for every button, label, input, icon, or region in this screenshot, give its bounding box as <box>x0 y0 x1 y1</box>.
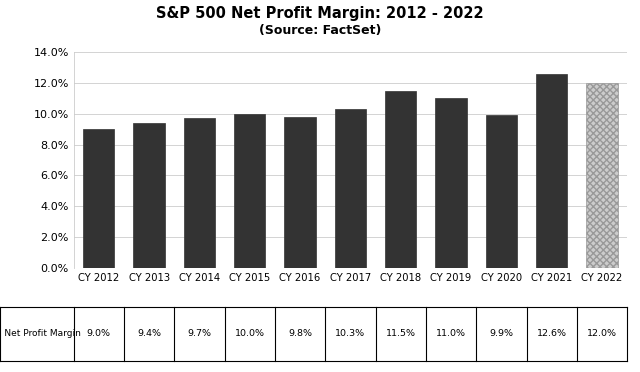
Text: 12.0%: 12.0% <box>587 329 617 339</box>
Text: (Source: FactSet): (Source: FactSet) <box>259 24 381 37</box>
Text: 9.9%: 9.9% <box>490 329 513 339</box>
Text: S&P 500 Net Profit Margin: 2012 - 2022: S&P 500 Net Profit Margin: 2012 - 2022 <box>156 6 484 20</box>
Text: 11.0%: 11.0% <box>436 329 466 339</box>
Bar <box>435 98 467 268</box>
Text: 12.6%: 12.6% <box>537 329 566 339</box>
Bar <box>83 129 115 268</box>
Bar <box>486 115 517 268</box>
Bar <box>536 74 567 268</box>
Text: 11.5%: 11.5% <box>386 329 416 339</box>
Bar <box>385 91 417 268</box>
Text: 9.4%: 9.4% <box>137 329 161 339</box>
Bar <box>234 114 266 268</box>
Text: 9.0%: 9.0% <box>87 329 111 339</box>
Text: ■ Net Profit Margin: ■ Net Profit Margin <box>0 329 81 339</box>
Bar <box>134 123 164 268</box>
Bar <box>335 109 366 268</box>
Bar <box>284 117 316 268</box>
Bar <box>184 118 215 268</box>
Text: 9.7%: 9.7% <box>188 329 211 339</box>
Bar <box>586 83 618 268</box>
Text: 10.3%: 10.3% <box>335 329 365 339</box>
Text: 10.0%: 10.0% <box>235 329 265 339</box>
Text: 9.8%: 9.8% <box>288 329 312 339</box>
